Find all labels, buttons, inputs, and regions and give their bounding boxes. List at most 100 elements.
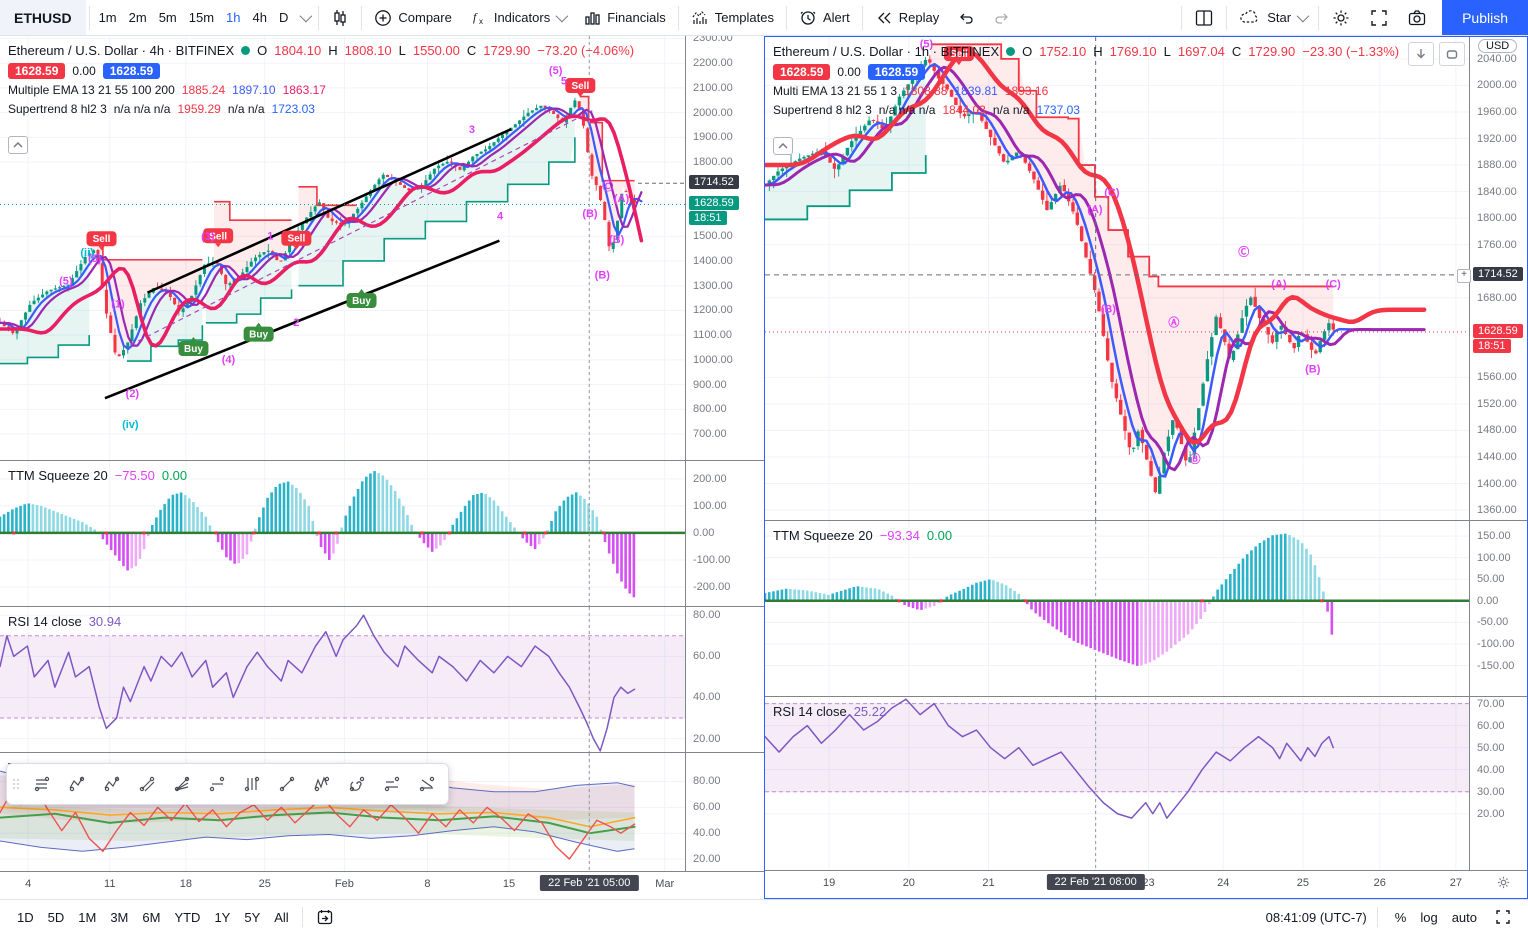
parallel-channel-tool[interactable] — [129, 767, 164, 801]
elliott-correction-ac-tool[interactable] — [94, 767, 129, 801]
templates-button[interactable]: Templates — [682, 0, 783, 35]
go-to-date-button[interactable] — [309, 904, 341, 930]
range-1d[interactable]: 1D — [17, 909, 34, 925]
interval-1m[interactable]: 1m — [98, 10, 117, 25]
save-layout-button[interactable]: Star — [1230, 0, 1315, 35]
cross-lines-tool[interactable] — [409, 767, 444, 801]
scroll-to-recent-button[interactable] — [1408, 42, 1434, 66]
rsi-axis-4h[interactable]: 80.00 60.00 40.00 20.00 — [685, 607, 764, 752]
divider — [318, 5, 320, 30]
chart-type-button[interactable] — [322, 0, 358, 35]
horizontal-ray-tool[interactable] — [199, 767, 234, 801]
interval-5m[interactable]: 5m — [158, 10, 177, 25]
range-5d[interactable]: 5D — [47, 909, 65, 925]
ttm-squeeze-chart-1h[interactable] — [765, 521, 1470, 696]
legend-row[interactable]: 1628.59 0.00 1628.59 — [773, 62, 1399, 81]
rsi-chart-1h[interactable] — [765, 697, 1470, 870]
interval-15m[interactable]: 15m — [188, 10, 215, 25]
currency-toggle[interactable]: USD — [1478, 39, 1518, 53]
legend-row[interactable]: Ethereum / U.S. Dollar · 1h · BITFINEX O 1… — [773, 41, 1399, 62]
interval-D[interactable]: D — [278, 10, 289, 25]
rsi-axis-1h[interactable]: 70.00 60.00 50.00 40.00 30.00 20.00 — [1469, 697, 1527, 870]
chart-panel-4h[interactable]: Sell Sell Sell Sell Buy Buy Buy (5) (5) (ii) (1) (2… — [0, 36, 764, 899]
legend-4h: Ethereum / U.S. Dollar · 4h · BITFINEX O 1… — [8, 40, 634, 118]
legend-row[interactable]: 1628.59 0.00 1628.59 — [8, 61, 634, 80]
legend-row[interactable]: Multi EMA 13 21 55 1 3 1808.88 1839.81 1893… — [773, 81, 1399, 100]
rsi-pane-1h[interactable]: 70.00 60.00 50.00 40.00 30.00 20.00 RSI 14 cl… — [765, 696, 1527, 870]
horizontal-lines-tool[interactable] — [24, 767, 59, 801]
price-chart-1h[interactable]: Sell (5) (A) (C) (B) Ⓐ Ⓑ Ⓒ (A) (C) (B) — [765, 37, 1470, 520]
range-6m[interactable]: 6M — [142, 909, 161, 925]
price-axis-4h[interactable]: 2300.00 2200.00 2100.00 2000.00 1900.00 1800.… — [685, 36, 764, 460]
extended-lines-tool[interactable] — [374, 767, 409, 801]
add-alert-plus-button[interactable]: + — [1457, 268, 1471, 283]
ttm-squeeze-pane-1h[interactable]: 150.00 100.00 50.00 0.00 -50.00 -100.00 -150.0… — [765, 520, 1527, 696]
drag-handle[interactable] — [13, 771, 22, 797]
spiral-tool[interactable] — [339, 767, 374, 801]
range-all[interactable]: All — [274, 909, 289, 925]
legend-text: 1844.03 — [942, 102, 986, 117]
price-axis-1h[interactable]: USD 2040.00 2000.00 1960.00 1920.00 1880.00 1… — [1457, 37, 1527, 520]
symbol-button[interactable]: ETHUSD — [0, 0, 86, 35]
chart-properties-button[interactable] — [1322, 0, 1360, 35]
legend-row[interactable]: Ethereum / U.S. Dollar · 4h · BITFINEX O 1… — [8, 40, 634, 61]
legend-row[interactable]: RSI 14 close 25.22 — [773, 701, 886, 722]
range-5y[interactable]: 5Y — [244, 909, 261, 925]
ttm-squeeze-axis-1h[interactable]: 150.00 100.00 50.00 0.00 -50.00 -100.00 -150.0… — [1469, 521, 1527, 696]
restore-chart-button[interactable] — [1439, 42, 1465, 66]
replay-button[interactable]: Replay — [866, 0, 948, 35]
price-chart-4h[interactable]: Sell Sell Sell Sell Buy Buy Buy (5) (5) (ii) (1) (2… — [0, 36, 686, 460]
interval-menu-button[interactable] — [294, 0, 315, 35]
legend-row[interactable]: RSI 14 close 30.94 — [8, 611, 121, 632]
range-1m[interactable]: 1M — [78, 909, 97, 925]
ttm-squeeze-axis-4h[interactable]: 200.00 100.00 0.00 -100.00 -200.00 — [685, 461, 764, 606]
legend-row[interactable]: Multiple EMA 13 21 55 100 200 1885.24 1897… — [8, 80, 634, 99]
maximize-pane-button[interactable] — [1488, 905, 1518, 929]
scale-auto[interactable]: auto — [1451, 909, 1477, 925]
collapse-indicators-button[interactable] — [8, 136, 28, 154]
price-pane-1h[interactable]: Sell (5) (A) (C) (B) Ⓐ Ⓑ Ⓒ (A) (C) (B) USD 2040.00… — [765, 37, 1527, 520]
scale-log[interactable]: log — [1420, 909, 1438, 925]
financials-button[interactable]: Financials — [574, 0, 675, 35]
elliott-impulse-15-tool[interactable] — [59, 767, 94, 801]
range-1y[interactable]: 1Y — [214, 909, 231, 925]
rsi-pane-4h[interactable]: 80.00 60.00 40.00 20.00 RSI 14 close 30.94 — [0, 606, 764, 752]
range-3m[interactable]: 3M — [110, 909, 129, 925]
axis-tick: 200.00 — [693, 472, 727, 485]
layout-button[interactable] — [1185, 0, 1223, 35]
collapse-indicators-button[interactable] — [773, 137, 793, 155]
tdigm-axis-4h[interactable]: 80.00 60.00 40.00 20.00 — [685, 753, 764, 871]
price-pane-4h[interactable]: Sell Sell Sell Sell Buy Buy Buy (5) (5) (ii) (1) (2… — [0, 36, 764, 460]
time-axis-gear-icon[interactable] — [1496, 875, 1511, 893]
legend-row[interactable]: TTM Squeeze 20 −93.34 0.00 — [773, 525, 952, 546]
fan-lines-tool[interactable] — [164, 767, 199, 801]
cloud-icon — [1239, 9, 1261, 27]
tdigm-chart-4h[interactable] — [0, 753, 686, 871]
ttm-squeeze-pane-4h[interactable]: 200.00 100.00 0.00 -100.00 -200.00 TTM Squee… — [0, 460, 764, 606]
legend-row[interactable]: TTM Squeeze 20 −75.50 0.00 — [8, 465, 187, 486]
range-ytd[interactable]: YTD — [174, 909, 201, 925]
interval-4h[interactable]: 4h — [252, 10, 267, 25]
undo-button[interactable] — [948, 0, 984, 35]
publish-button[interactable]: Publish — [1442, 0, 1528, 35]
legend-row[interactable]: Supertrend 8 hl2 3 n/a n/a n/a 1959.29 n/a … — [8, 99, 634, 118]
interval-2m[interactable]: 2m — [128, 10, 147, 25]
time-axis-4h[interactable]: 4 11 18 25 Feb 8 15 Mar 22 Feb '21 05:00 — [0, 871, 764, 899]
alert-button[interactable]: Alert — [790, 0, 859, 35]
legend-row[interactable]: Supertrend 8 hl2 3 n/a n/a n/a 1844.03 n/a … — [773, 100, 1399, 119]
ttm-squeeze-chart-4h[interactable] — [0, 461, 686, 606]
interval-1h[interactable]: 1h — [226, 10, 241, 25]
snapshot-button[interactable] — [1398, 0, 1436, 35]
vertical-lines-tool[interactable] — [234, 767, 269, 801]
redo-button[interactable] — [984, 0, 1020, 35]
chart-panel-1h[interactable]: Sell (5) (A) (C) (B) Ⓐ Ⓑ Ⓒ (A) (C) (B) USD 2040.00… — [764, 36, 1528, 899]
time-axis-1h[interactable]: 19 20 21 23 24 25 26 27 22 Feb '21 08:00 — [765, 870, 1527, 898]
scale-%[interactable]: % — [1394, 909, 1407, 925]
xabcd-pattern-tool[interactable] — [304, 767, 339, 801]
rsi-chart-4h[interactable] — [0, 607, 686, 752]
compare-button[interactable]: Compare — [365, 0, 460, 35]
clock-label[interactable]: 08:41:09 (UTC-7) — [1265, 909, 1367, 925]
fullscreen-button[interactable] — [1360, 0, 1398, 35]
trend-line-tool[interactable] — [269, 767, 304, 801]
